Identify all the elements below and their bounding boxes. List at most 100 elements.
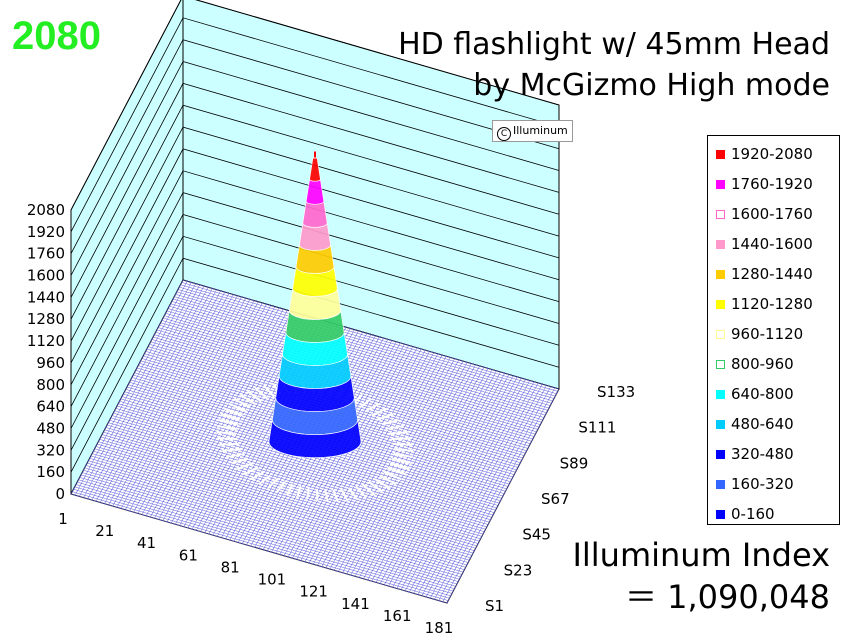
mesh-line <box>409 377 522 593</box>
y-tick-label: S45 <box>522 526 551 544</box>
z-tick-label: 0 <box>55 485 65 503</box>
z-gridline <box>70 192 560 407</box>
z-tick-label: 1440 <box>27 288 65 306</box>
mesh-line <box>425 382 539 598</box>
spill-mark <box>250 470 265 481</box>
z-tick-label: 160 <box>36 463 65 481</box>
z-gridline <box>70 17 560 232</box>
spill-mark <box>381 419 399 426</box>
legend-label: 480-640 <box>731 415 794 433</box>
z-tick-label: 1760 <box>27 245 65 263</box>
legend-item: 1280-1440 <box>708 259 839 289</box>
spill-mark <box>371 407 387 417</box>
mesh-line <box>164 315 541 425</box>
spill-mark <box>216 431 237 435</box>
z-tick-label: 640 <box>36 398 65 416</box>
legend-label: 1920-2080 <box>731 145 813 163</box>
legend-label: 1120-1280 <box>731 295 813 313</box>
legend-swatch <box>716 419 725 429</box>
mesh-line <box>167 308 545 418</box>
legend-item: 800-960 <box>708 349 839 379</box>
x-tick-label: 21 <box>95 522 114 540</box>
y-tick-label: S89 <box>560 454 589 472</box>
mesh-line <box>170 303 547 414</box>
spill-mark <box>218 419 239 426</box>
mesh-line <box>174 296 551 406</box>
spill-mark <box>263 384 275 398</box>
x-tick-label: 161 <box>383 607 412 625</box>
title-line-1: HD flashlight w/ 45mm Head <box>398 27 830 62</box>
legend-swatch <box>716 209 725 219</box>
spill-mark <box>393 452 413 459</box>
spill-mark <box>385 424 404 431</box>
z-tick-label: 1920 <box>27 223 65 241</box>
mesh-line <box>171 301 548 411</box>
spill-mark <box>219 443 239 446</box>
mesh-line <box>421 381 535 596</box>
spill-mark <box>391 457 412 464</box>
title-line-2: by McGizmo High mode <box>473 68 830 103</box>
z-tick-label: 960 <box>36 354 65 372</box>
copyright-text: Illuminum <box>513 124 568 137</box>
mesh-line <box>165 313 542 423</box>
spill-mark <box>332 489 339 502</box>
x-tick-label: 121 <box>299 583 328 601</box>
z-tick-label: 480 <box>36 419 65 437</box>
mesh-line <box>438 386 551 601</box>
spill-mark <box>286 483 294 496</box>
spill-mark <box>374 477 391 490</box>
legend-item: 1760-1920 <box>708 169 839 199</box>
legend-swatch <box>716 509 725 519</box>
spill-mark <box>392 443 413 446</box>
spill-mark <box>365 402 380 413</box>
mesh-line <box>180 284 557 394</box>
spill-mark <box>387 466 406 476</box>
z-gridline <box>70 257 560 473</box>
legend-label: 0-160 <box>731 505 775 523</box>
illuminum-index: Illuminum Index ＝ 1,090,048 <box>572 534 830 618</box>
spill-mark <box>296 486 302 498</box>
z-gridline <box>70 235 560 451</box>
legend-item: 0-160 <box>708 499 839 529</box>
mesh-line <box>396 374 510 589</box>
beam-band <box>309 157 321 182</box>
mesh-line <box>179 286 556 397</box>
legend-label: 1600-1760 <box>731 205 813 223</box>
spill-mark <box>389 462 410 470</box>
spill-mark <box>233 398 251 409</box>
spill-mark <box>220 413 241 421</box>
beam-band <box>305 179 325 205</box>
mesh-line <box>172 298 550 409</box>
spill-mark <box>393 448 414 452</box>
z-gridline <box>70 170 560 385</box>
x-tick-label: 141 <box>341 595 370 613</box>
z-tick-label: 2080 <box>27 201 65 219</box>
z-axis-ticks: 0 160 320 480 640 800 960 1120 1280 1440 1600 1760 1… <box>27 201 65 503</box>
spill-mark <box>383 470 402 481</box>
spill-mark <box>347 487 358 501</box>
spill-mark <box>379 474 397 485</box>
spill-mark <box>368 480 384 493</box>
legend-label: 960-1120 <box>731 325 804 343</box>
z-gridline <box>70 214 560 429</box>
spill-mark <box>276 481 286 493</box>
mesh-line <box>413 379 526 594</box>
legend-label: 160-320 <box>731 475 794 493</box>
mesh-line <box>430 384 543 599</box>
spill-mark <box>324 489 329 502</box>
legend-label: 1280-1440 <box>731 265 813 283</box>
z-tick-label: 800 <box>36 376 65 394</box>
x-tick-label: 61 <box>179 546 198 564</box>
mesh-line <box>434 385 547 600</box>
z-tick-label: 1600 <box>27 267 65 285</box>
z-gridline <box>70 61 560 276</box>
y-tick-label: S111 <box>578 419 616 437</box>
spill-mark <box>362 483 376 496</box>
mesh-line <box>166 310 543 421</box>
peak-value: 2080 <box>12 14 101 58</box>
spill-mark <box>231 457 249 464</box>
legend-label: 320-480 <box>731 445 794 463</box>
legend-label: 1440-1600 <box>731 235 813 253</box>
